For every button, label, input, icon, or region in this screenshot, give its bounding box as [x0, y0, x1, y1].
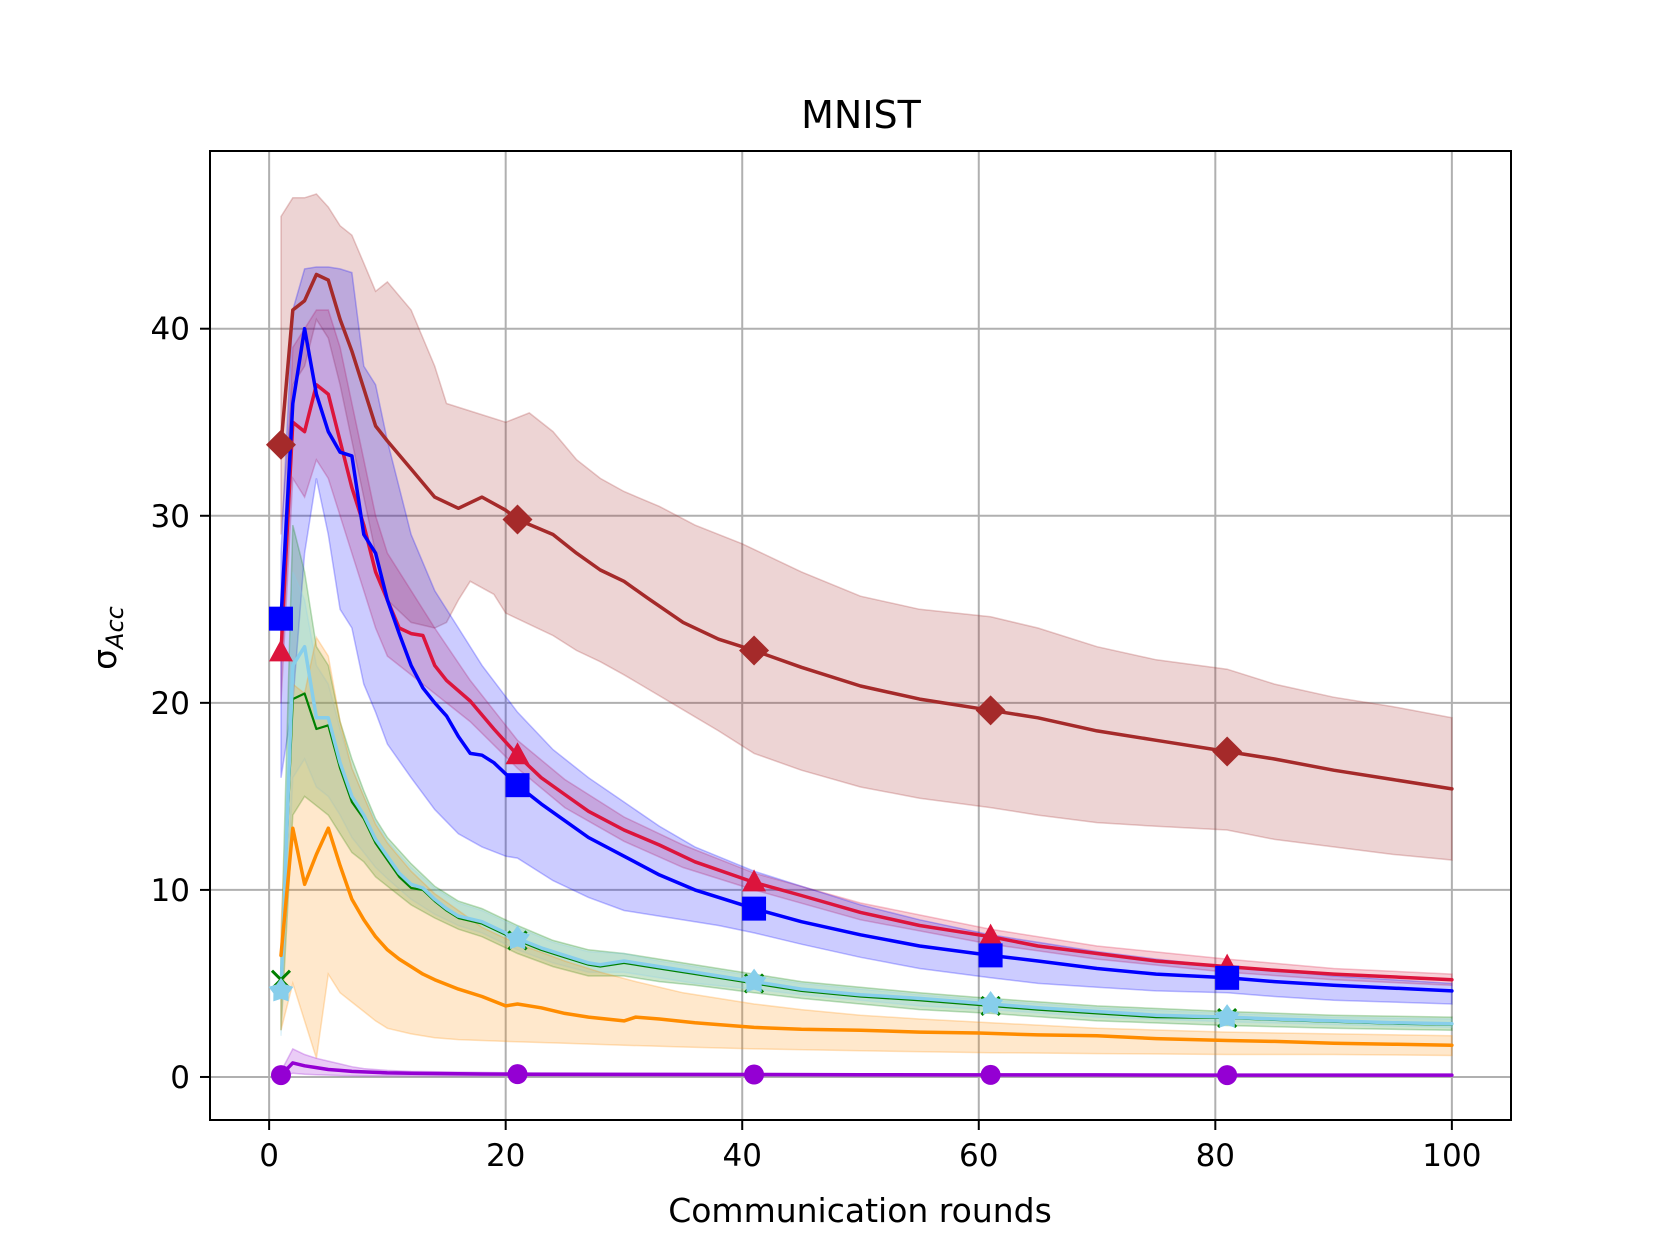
- blue-square-marker: [978, 943, 1003, 968]
- series-markers: [265, 429, 1243, 1086]
- crimson-triangle-marker: [742, 869, 767, 892]
- skyblue-star-marker: [268, 977, 294, 1002]
- y-tick-label: 0: [170, 1060, 190, 1096]
- purple-circle-marker: [270, 1065, 291, 1086]
- brown-diamond-marker: [265, 429, 296, 460]
- x-ticks: 0 20 40 60 80 100: [259, 1120, 1481, 1174]
- blue-square-marker: [268, 606, 293, 631]
- x-tick-label: 0: [259, 1138, 279, 1174]
- skyblue-star-marker: [741, 968, 767, 993]
- orange-line-band: [280, 635, 1453, 1059]
- brown-diamond-line: [279, 272, 1454, 791]
- blue-square-band: [280, 266, 1453, 1005]
- x-tick-label: 100: [1422, 1138, 1481, 1174]
- x-tick-label: 60: [959, 1138, 998, 1174]
- brown-diamond-marker: [739, 635, 770, 666]
- skyblue-star-band: [280, 571, 1453, 1036]
- x-tick-label: 80: [1196, 1138, 1235, 1174]
- crimson-triangle-band: [280, 309, 1453, 987]
- green-x-line: [279, 692, 1454, 1026]
- green-x-band: [280, 524, 1453, 1031]
- y-tick-label: 30: [151, 499, 190, 535]
- x-axis-label: Communication rounds: [668, 1191, 1052, 1230]
- skyblue-star-line: [279, 644, 1454, 1026]
- skyblue-star-marker: [978, 991, 1003, 1015]
- skyblue-star-marker: [505, 925, 530, 950]
- purple-circle-marker: [744, 1064, 765, 1085]
- brown-diamond-marker: [502, 504, 533, 535]
- blue-square-marker: [1215, 965, 1240, 990]
- orange-line-line: [279, 826, 1454, 1047]
- y-axis-label-main: σ: [85, 649, 124, 670]
- crimson-triangle-marker: [268, 639, 293, 662]
- crimson-triangle-marker: [505, 742, 530, 765]
- x-tick-label: 40: [723, 1138, 762, 1174]
- y-tick-label: 20: [151, 686, 190, 722]
- chart-title: MNIST: [801, 93, 922, 137]
- y-tick-label: 10: [151, 873, 190, 909]
- purple-circle-marker: [507, 1064, 528, 1085]
- brown-diamond-marker: [975, 695, 1006, 726]
- purple-circle-line: [279, 1061, 1454, 1077]
- x-tick-label: 20: [486, 1138, 525, 1174]
- skyblue-star-marker: [1214, 1004, 1240, 1028]
- crimson-triangle-marker: [978, 923, 1003, 946]
- y-axis-label: σAcc: [85, 606, 129, 670]
- y-axis-label-sub: Acc: [101, 606, 129, 651]
- brown-diamond-band: [280, 193, 1453, 861]
- y-tick-label: 40: [151, 312, 190, 348]
- y-ticks: 0 10 20 30 40: [151, 312, 210, 1096]
- brown-diamond-marker: [1212, 736, 1243, 767]
- crimson-triangle-line: [279, 383, 1454, 982]
- blue-square-marker: [505, 773, 530, 798]
- purple-circle-marker: [1217, 1065, 1238, 1086]
- blue-square-marker: [742, 896, 767, 921]
- purple-circle-marker: [980, 1064, 1001, 1085]
- plot-frame: [209, 150, 1512, 1121]
